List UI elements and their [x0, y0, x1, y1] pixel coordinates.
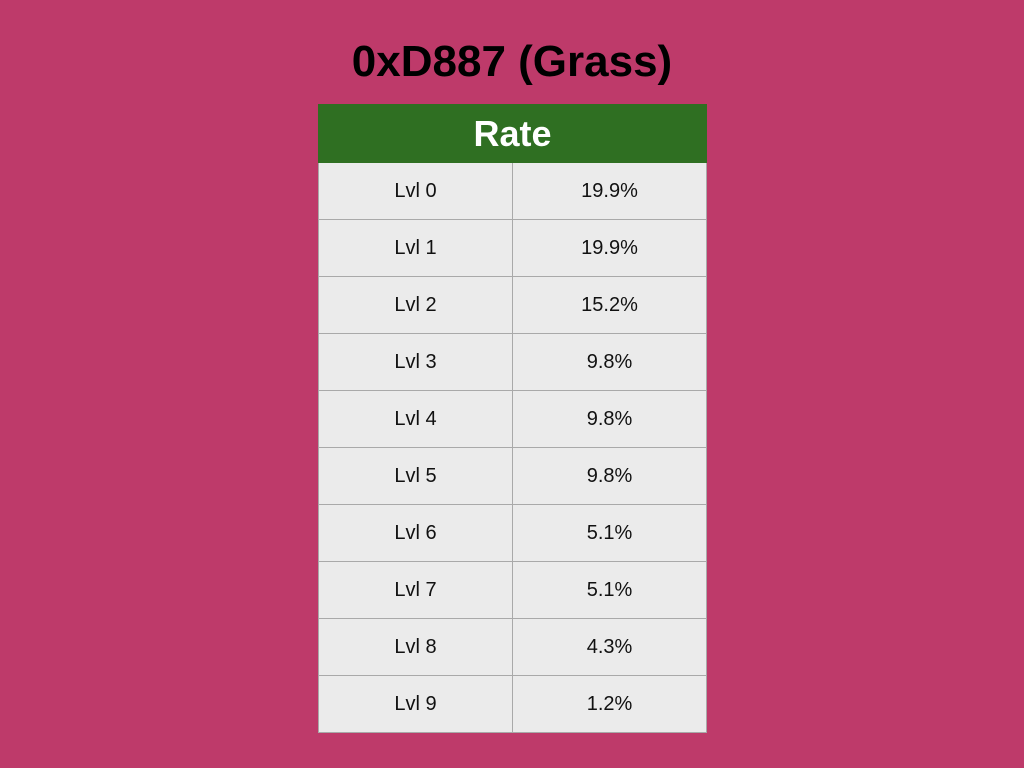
level-cell: Lvl 8: [318, 618, 513, 676]
level-cell: Lvl 4: [318, 390, 513, 448]
level-cell: Lvl 1: [318, 219, 513, 277]
rate-cell: 9.8%: [512, 333, 707, 391]
table-row: Lvl 4 9.8%: [318, 390, 707, 448]
rate-cell: 19.9%: [512, 162, 707, 220]
page-title: 0xD887 (Grass): [351, 37, 673, 86]
table-row: Lvl 3 9.8%: [318, 333, 707, 391]
table-header-row: Rate: [318, 104, 707, 163]
rate-cell: 4.3%: [512, 618, 707, 676]
level-cell: Lvl 9: [318, 675, 513, 733]
table-row: Lvl 1 19.9%: [318, 219, 707, 277]
rate-cell: 19.9%: [512, 219, 707, 277]
level-cell: Lvl 3: [318, 333, 513, 391]
level-cell: Lvl 0: [318, 162, 513, 220]
table-row: Lvl 0 19.9%: [318, 162, 707, 220]
table-row: Lvl 9 1.2%: [318, 675, 707, 733]
table-row: Lvl 2 15.2%: [318, 276, 707, 334]
rate-cell: 5.1%: [512, 504, 707, 562]
rate-cell: 5.1%: [512, 561, 707, 619]
level-cell: Lvl 6: [318, 504, 513, 562]
rate-cell: 9.8%: [512, 447, 707, 505]
level-cell: Lvl 2: [318, 276, 513, 334]
rate-cell: 1.2%: [512, 675, 707, 733]
level-cell: Lvl 5: [318, 447, 513, 505]
rate-cell: 15.2%: [512, 276, 707, 334]
table-header-rate: Rate: [318, 104, 707, 163]
rate-table: Rate Lvl 0 19.9% Lvl 1 19.9% Lvl 2 15.2%…: [318, 104, 707, 733]
level-cell: Lvl 7: [318, 561, 513, 619]
table-row: Lvl 7 5.1%: [318, 561, 707, 619]
rate-cell: 9.8%: [512, 390, 707, 448]
table-row: Lvl 5 9.8%: [318, 447, 707, 505]
table-row: Lvl 8 4.3%: [318, 618, 707, 676]
table-row: Lvl 6 5.1%: [318, 504, 707, 562]
